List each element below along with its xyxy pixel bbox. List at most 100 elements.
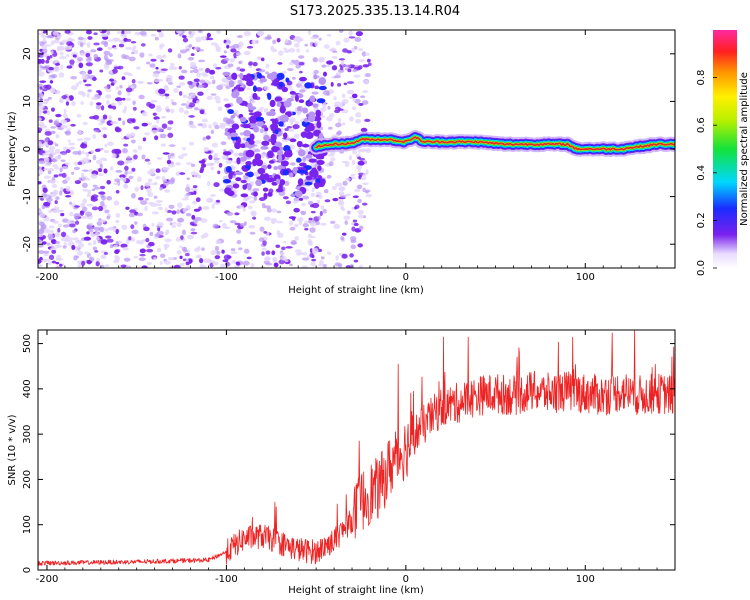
- noise-speckle: [64, 176, 71, 181]
- noise-speckle: [353, 222, 359, 227]
- energy-blob: [267, 93, 272, 101]
- noise-speckle: [149, 63, 156, 68]
- noise-speckle: [288, 216, 297, 220]
- noise-speckle: [146, 61, 151, 65]
- noise-speckle: [93, 42, 100, 46]
- noise-speckle: [42, 187, 48, 193]
- noise-speckle: [45, 84, 52, 90]
- energy-blob: [222, 178, 232, 184]
- noise-speckle: [51, 249, 57, 254]
- noise-speckle: [80, 101, 84, 105]
- noise-speckle: [103, 134, 107, 139]
- noise-speckle: [347, 210, 351, 215]
- energy-blob: [302, 107, 309, 114]
- energy-blob: [296, 157, 302, 163]
- noise-speckle: [78, 80, 83, 85]
- noise-speckle: [332, 50, 338, 54]
- noise-speckle: [148, 103, 156, 109]
- noise-speckle: [341, 160, 348, 164]
- noise-speckle: [133, 255, 139, 259]
- noise-speckle: [150, 99, 158, 103]
- noise-speckle: [38, 259, 42, 265]
- noise-speckle: [240, 179, 247, 184]
- noise-speckle: [62, 218, 69, 223]
- noise-speckle: [70, 85, 78, 91]
- noise-speckle: [260, 106, 264, 110]
- noise-speckle: [48, 179, 56, 183]
- noise-speckle: [293, 59, 300, 66]
- noise-speckle: [56, 33, 62, 39]
- noise-speckle: [153, 256, 157, 260]
- noise-speckle: [83, 137, 91, 141]
- noise-speckle: [333, 223, 341, 230]
- noise-speckle: [340, 195, 347, 199]
- noise-speckle: [180, 103, 188, 106]
- noise-speckle: [198, 59, 206, 63]
- noise-speckle: [302, 257, 310, 261]
- noise-speckle: [325, 64, 331, 68]
- noise-speckle: [200, 218, 208, 223]
- noise-speckle: [68, 142, 76, 146]
- energy-blob: [269, 99, 276, 108]
- noise-speckle: [134, 49, 139, 55]
- noise-speckle: [38, 228, 45, 235]
- noise-speckle: [284, 127, 289, 132]
- noise-speckle: [107, 226, 114, 231]
- noise-speckle: [177, 202, 183, 208]
- noise-speckle: [178, 155, 184, 160]
- x-tick-label: -200: [36, 574, 59, 585]
- noise-speckle: [114, 37, 121, 42]
- energy-blob: [242, 184, 248, 190]
- noise-speckle: [137, 80, 145, 84]
- noise-speckle: [188, 120, 194, 125]
- noise-speckle: [210, 166, 215, 171]
- noise-speckle: [289, 119, 294, 125]
- noise-speckle: [340, 236, 345, 241]
- noise-speckle: [53, 67, 60, 72]
- noise-speckle: [271, 208, 278, 213]
- noise-speckle: [158, 88, 166, 95]
- energy-blob: [276, 72, 285, 80]
- noise-speckle: [226, 44, 230, 49]
- noise-speckle: [156, 54, 163, 60]
- noise-speckle: [258, 237, 265, 242]
- noise-speckle: [311, 187, 315, 193]
- noise-speckle: [150, 58, 157, 62]
- noise-speckle: [60, 124, 68, 129]
- noise-speckle: [125, 30, 132, 35]
- noise-speckle: [182, 208, 187, 213]
- energy-blob: [271, 145, 280, 153]
- noise-speckle: [98, 30, 103, 33]
- noise-speckle: [206, 197, 214, 203]
- noise-speckle: [178, 75, 185, 80]
- noise-speckle: [355, 118, 362, 124]
- noise-speckle: [230, 248, 236, 252]
- noise-speckle: [51, 157, 56, 163]
- noise-speckle: [282, 196, 289, 200]
- noise-speckle: [59, 51, 64, 56]
- energy-blob: [256, 120, 264, 127]
- noise-speckle: [90, 233, 95, 238]
- noise-speckle: [321, 64, 327, 68]
- energy-blob: [237, 87, 245, 92]
- noise-speckle: [156, 221, 164, 227]
- noise-speckle: [68, 146, 75, 150]
- noise-speckle: [163, 260, 172, 265]
- energy-blob: [282, 169, 289, 176]
- noise-speckle: [45, 35, 53, 39]
- noise-speckle: [185, 192, 192, 197]
- noise-speckle: [246, 45, 254, 49]
- x-tick-label: -200: [36, 272, 59, 283]
- energy-blob: [322, 71, 327, 77]
- noise-speckle: [90, 149, 95, 154]
- noise-speckle: [95, 104, 102, 110]
- noise-speckle: [128, 56, 136, 62]
- noise-speckle: [222, 259, 229, 263]
- noise-speckle: [188, 115, 195, 118]
- noise-speckle: [243, 221, 247, 226]
- energy-blob: [312, 103, 319, 108]
- noise-speckle: [170, 108, 175, 114]
- noise-speckle: [341, 122, 346, 126]
- noise-speckle: [38, 59, 42, 65]
- noise-speckle: [47, 233, 51, 239]
